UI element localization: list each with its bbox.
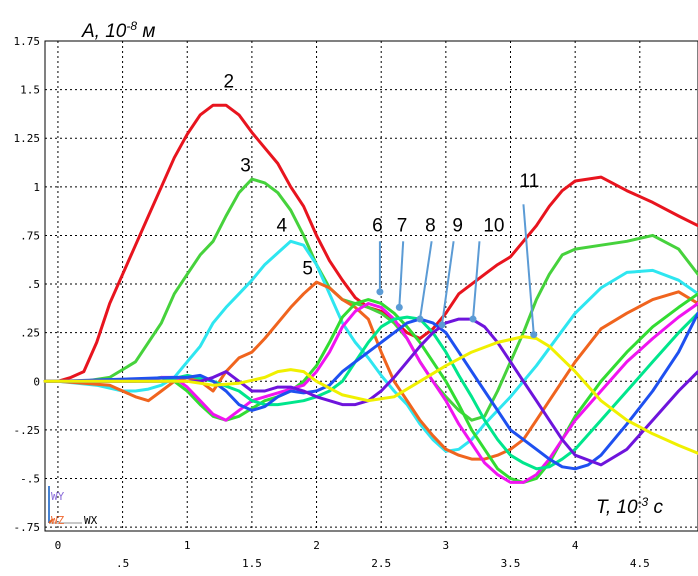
series-label-9: 9 (452, 216, 463, 237)
triad-label-wz: WZ (51, 514, 65, 527)
triad-label-wx: WX (84, 514, 98, 527)
series-label-7: 7 (397, 216, 408, 237)
callout-line-8 (419, 241, 433, 320)
y-tick-label: -.5 (20, 473, 40, 486)
y-tick-label: 1.5 (20, 84, 40, 97)
axis-ticks: 0 1 2 3 4.5 1.5 2.5 3.5 4.51.751.51.251.75.5.250… (14, 35, 650, 570)
x-tick-label: 3.5 (501, 557, 521, 570)
callout-group (376, 204, 538, 339)
series-label-8: 8 (425, 216, 436, 237)
series-group (43, 103, 698, 484)
x-tick-label: .5 (116, 557, 129, 570)
y-tick-label: -.75 (14, 521, 41, 534)
x-tick-label: 1 (184, 539, 191, 552)
y-tick-label: .5 (27, 278, 40, 291)
callout-line-9 (440, 241, 455, 326)
y-tick-label: 1 (33, 181, 40, 194)
y-tick-label: 1.75 (14, 35, 41, 48)
y-tick-label: 1.25 (14, 132, 41, 145)
triad-z-axis (48, 518, 54, 524)
x-tick-label: 1.5 (242, 557, 262, 570)
series-line-11 (43, 335, 698, 455)
series-line-7 (43, 302, 698, 484)
x-tick-label: 3 (443, 539, 450, 552)
grid (45, 40, 698, 531)
series-label-10: 10 (483, 216, 504, 237)
x-tick-label: 4.5 (630, 557, 650, 570)
series-label-5: 5 (302, 258, 313, 279)
y-tick-label: .75 (20, 229, 40, 242)
callout-line-10 (472, 241, 481, 320)
callout-dot-10 (469, 315, 477, 323)
series-line-2 (43, 103, 698, 383)
series-line-3 (43, 177, 698, 422)
series-label-3: 3 (240, 155, 251, 176)
callout-dot-7 (395, 303, 403, 311)
x-tick-label: 0 (55, 539, 62, 552)
triad-label-wy: WY (51, 490, 65, 503)
series-label-2: 2 (223, 72, 234, 93)
callout-dot-6 (376, 288, 384, 296)
x-tick-label: 4 (572, 539, 579, 552)
callout-dot-11 (530, 331, 538, 339)
callout-dot-9 (438, 321, 446, 329)
y-axis-title: A, 10-8 м (81, 19, 155, 42)
series-label-11: 11 (520, 171, 540, 192)
x-tick-label: 2 (313, 539, 320, 552)
callout-dot-8 (416, 315, 424, 323)
series-label-6: 6 (372, 216, 383, 237)
series-label-group: 2 3 45 6 7 8 9 10 11 (223, 72, 539, 280)
series-label-4: 4 (276, 216, 287, 237)
axis-triad: WY WZ WX (48, 486, 98, 527)
y-tick-label: 0 (33, 375, 40, 388)
x-tick-label: 2.5 (371, 557, 391, 570)
callout-line-11 (522, 204, 535, 335)
y-tick-label: -.25 (14, 424, 41, 437)
series-line-8 (43, 311, 698, 471)
series-line-9 (43, 311, 698, 471)
x-axis-title: T, 10-3 с (596, 495, 664, 518)
y-tick-label: .25 (20, 327, 40, 340)
callout-line-7 (398, 241, 405, 308)
